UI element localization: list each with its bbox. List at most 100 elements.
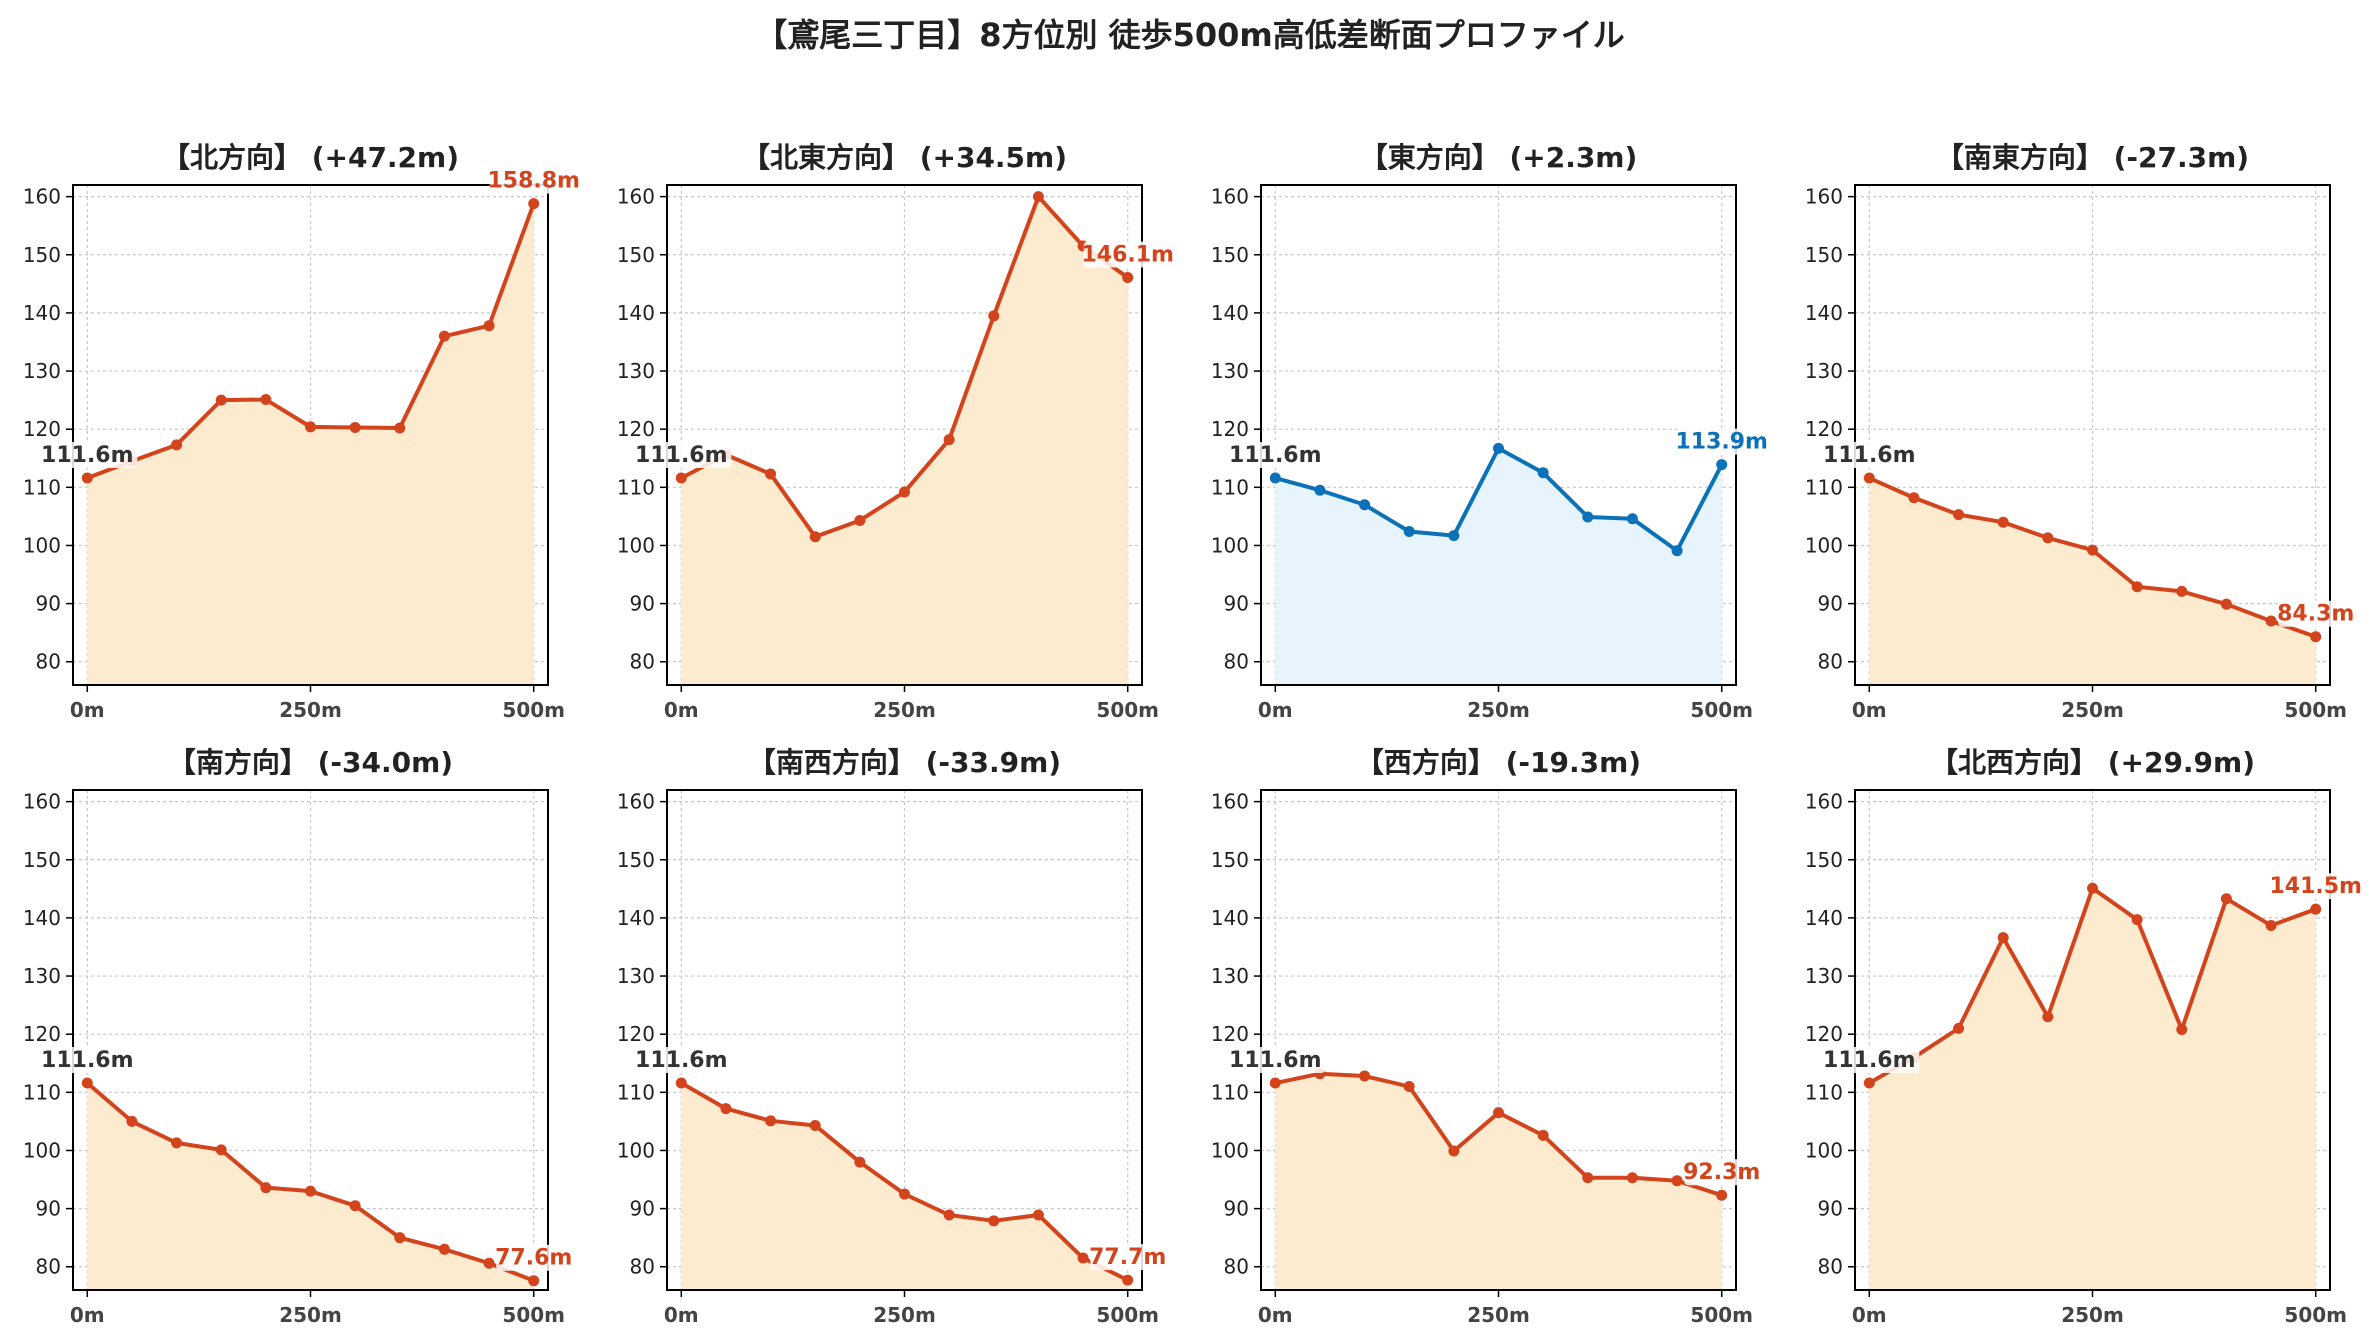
end-label: 113.9m (1675, 430, 1768, 455)
data-point (1493, 1107, 1504, 1119)
data-point (899, 486, 910, 498)
y-tick-label: 80 (1818, 650, 1843, 674)
y-tick-label: 110 (1805, 475, 1843, 499)
data-point (438, 330, 450, 342)
data-point (2087, 882, 2098, 894)
elevation-area (1275, 1073, 1722, 1290)
data-point (1997, 516, 2009, 528)
y-tick-label: 90 (1224, 592, 1249, 616)
data-point (1582, 511, 1594, 523)
data-point (988, 1215, 1000, 1227)
data-point (171, 439, 183, 451)
y-tick-label: 160 (23, 790, 61, 814)
end-label-bg (2278, 600, 2354, 627)
data-point (2220, 893, 2232, 905)
end-label-bg (496, 1244, 572, 1271)
y-tick-label: 130 (1805, 964, 1843, 988)
data-point (349, 421, 361, 433)
x-tick-label: 250m (279, 698, 342, 722)
y-tick-label: 160 (617, 790, 655, 814)
start-label: 111.6m (635, 1048, 728, 1073)
data-point (1997, 932, 2009, 944)
data-point (809, 1119, 821, 1131)
y-tick-label: 150 (1211, 243, 1249, 267)
start-label: 111.6m (635, 443, 728, 468)
data-point (2042, 532, 2054, 544)
start-label: 111.6m (41, 1048, 134, 1073)
data-point (809, 531, 821, 543)
data-point (1582, 1172, 1594, 1184)
x-tick-label: 500m (2284, 1303, 2347, 1327)
y-tick-label: 100 (617, 533, 655, 557)
panel-0: 80 90 100 110 120 130 140 150 160 0m 250m 500m 【北方向】… (23, 141, 580, 722)
data-point (675, 1077, 687, 1089)
data-point (1448, 530, 1460, 542)
start-label: 111.6m (41, 443, 134, 468)
data-point (483, 320, 495, 332)
end-label: 77.7m (1089, 1245, 1166, 1270)
x-tick-label: 500m (1096, 1303, 1159, 1327)
x-tick-label: 250m (279, 1303, 342, 1327)
data-point (899, 1188, 910, 1200)
data-point (1122, 271, 1134, 283)
data-point (483, 1257, 495, 1269)
start-label: 111.6m (1823, 443, 1916, 468)
data-point (2176, 1024, 2188, 1036)
data-point (943, 434, 955, 446)
x-tick-label: 500m (502, 1303, 565, 1327)
panel-7: 80 90 100 110 120 130 140 150 160 0m 250m 500m 【北西方向… (1805, 746, 2362, 1327)
data-point (528, 1275, 540, 1287)
elevation-area (681, 196, 1128, 685)
panel-title: 【東方向】 (+2.3m) (1360, 141, 1638, 174)
data-point (1122, 1274, 1134, 1286)
start-label: 111.6m (1229, 1048, 1322, 1073)
figure-title: 【鳶尾三丁目】8方位別 徒歩500m高低差断面プロファイル (755, 16, 1625, 54)
start-label-bg (631, 1047, 732, 1074)
data-point (1863, 472, 1875, 484)
x-tick-label: 500m (1096, 698, 1159, 722)
y-tick-label: 140 (1805, 301, 1843, 325)
y-tick-label: 160 (23, 185, 61, 209)
panel-2: 80 90 100 110 120 130 140 150 160 0m 250m 500m 【東方向】… (1211, 141, 1768, 722)
y-tick-label: 140 (617, 906, 655, 930)
panel-title: 【北西方向】 (+29.9m) (1930, 746, 2255, 779)
data-point (1716, 459, 1728, 471)
x-tick-label: 250m (2061, 698, 2124, 722)
end-label-bg (2271, 873, 2360, 900)
data-point (720, 1103, 732, 1115)
data-point (305, 1185, 316, 1197)
end-label: 92.3m (1683, 1160, 1760, 1185)
data-point (1032, 191, 1044, 203)
data-point (1314, 484, 1326, 496)
y-tick-label: 100 (617, 1138, 655, 1162)
data-point (2220, 598, 2232, 610)
x-tick-label: 250m (2061, 1303, 2124, 1327)
data-point (126, 1115, 138, 1127)
panel-4: 80 90 100 110 120 130 140 150 160 0m 250m 500m 【南方向】… (23, 746, 573, 1327)
data-point (349, 1200, 361, 1212)
y-tick-label: 150 (617, 848, 655, 872)
data-point (854, 514, 866, 526)
end-label-bg (1684, 1159, 1760, 1186)
data-point (2087, 544, 2098, 556)
y-tick-label: 90 (1818, 1197, 1843, 1221)
x-tick-label: 0m (664, 1303, 699, 1327)
y-tick-label: 100 (23, 533, 61, 557)
data-point (2265, 919, 2277, 931)
data-point (1269, 1077, 1281, 1089)
x-tick-label: 0m (1852, 698, 1887, 722)
x-tick-label: 250m (1467, 1303, 1530, 1327)
data-point (1953, 1022, 1965, 1034)
x-tick-label: 0m (70, 698, 105, 722)
y-tick-label: 120 (1805, 417, 1843, 441)
data-point (765, 468, 777, 480)
y-tick-label: 120 (617, 417, 655, 441)
y-tick-label: 140 (23, 906, 61, 930)
y-tick-label: 90 (1818, 592, 1843, 616)
x-tick-label: 0m (1258, 1303, 1293, 1327)
start-label-bg (37, 1047, 138, 1074)
data-point (1403, 526, 1415, 538)
y-tick-label: 80 (36, 650, 61, 674)
end-label: 146.1m (1081, 242, 1174, 267)
